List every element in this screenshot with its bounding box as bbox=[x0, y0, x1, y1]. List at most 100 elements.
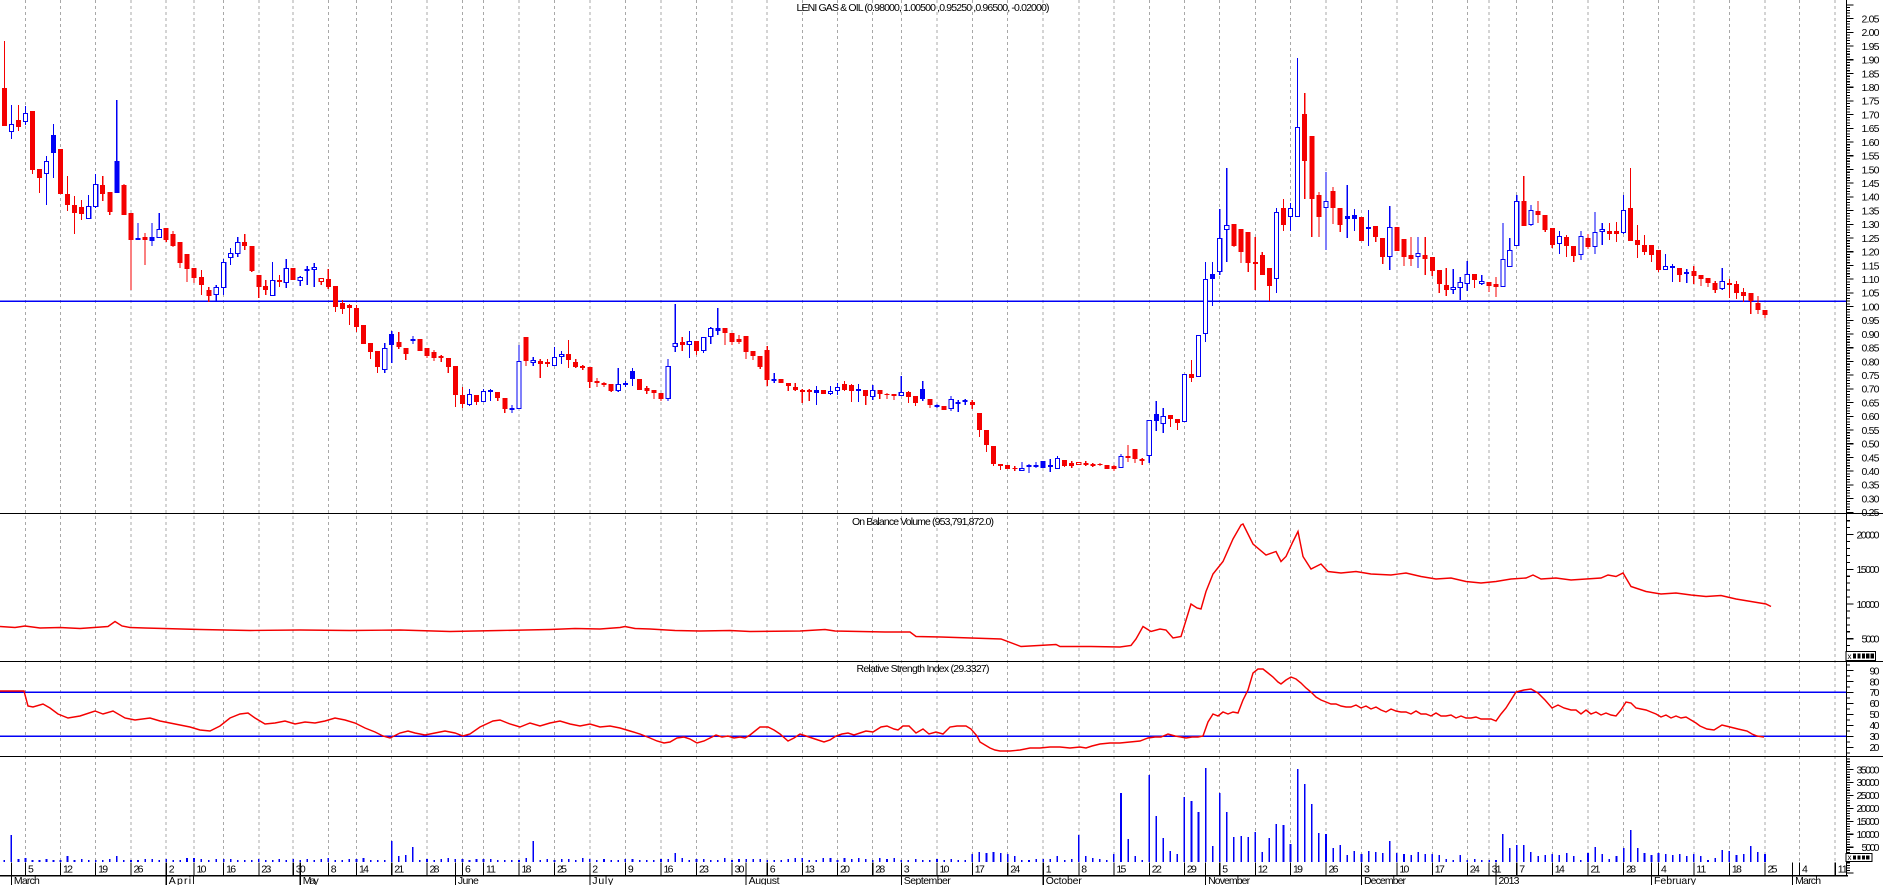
svg-text:February: February bbox=[1654, 875, 1697, 885]
svg-text:10: 10 bbox=[197, 864, 207, 876]
svg-text:20: 20 bbox=[840, 864, 850, 876]
svg-text:30: 30 bbox=[296, 864, 306, 876]
svg-text:1.35: 1.35 bbox=[1862, 205, 1880, 217]
svg-text:1.65: 1.65 bbox=[1862, 123, 1880, 135]
svg-text:90: 90 bbox=[1870, 665, 1880, 677]
svg-text:23: 23 bbox=[699, 864, 709, 876]
svg-text:25: 25 bbox=[1768, 864, 1778, 876]
svg-text:19: 19 bbox=[98, 864, 108, 876]
svg-text:0.70: 0.70 bbox=[1862, 384, 1880, 396]
svg-text:August: August bbox=[749, 875, 780, 885]
svg-text:1.40: 1.40 bbox=[1862, 192, 1880, 204]
svg-text:28: 28 bbox=[1626, 864, 1636, 876]
svg-text:40: 40 bbox=[1870, 720, 1880, 732]
svg-text:80: 80 bbox=[1870, 676, 1880, 688]
svg-text:22: 22 bbox=[1152, 864, 1162, 876]
svg-text:18: 18 bbox=[1732, 864, 1742, 876]
svg-text:0.40: 0.40 bbox=[1862, 466, 1880, 478]
svg-text:2.05: 2.05 bbox=[1862, 13, 1880, 25]
svg-text:11: 11 bbox=[1696, 864, 1706, 876]
svg-text:4: 4 bbox=[1661, 864, 1667, 876]
svg-text:1.70: 1.70 bbox=[1862, 109, 1880, 121]
svg-text:1.90: 1.90 bbox=[1862, 55, 1880, 67]
svg-text:0.65: 0.65 bbox=[1862, 397, 1880, 409]
svg-text:18: 18 bbox=[522, 864, 532, 876]
svg-text:April: April bbox=[169, 875, 195, 885]
svg-text:10000: 10000 bbox=[1857, 599, 1880, 611]
svg-text:10000: 10000 bbox=[1857, 829, 1880, 841]
svg-text:On Balance Volume (953,791,872: On Balance Volume (953,791,872.0) bbox=[852, 516, 994, 528]
svg-text:October: October bbox=[1046, 875, 1083, 885]
svg-text:0.85: 0.85 bbox=[1862, 343, 1880, 355]
svg-text:20: 20 bbox=[1870, 742, 1880, 754]
svg-text:0.75: 0.75 bbox=[1862, 370, 1880, 382]
svg-text:23: 23 bbox=[261, 864, 271, 876]
svg-text:15000: 15000 bbox=[1857, 816, 1880, 828]
svg-text:1: 1 bbox=[1046, 864, 1052, 876]
svg-text:13: 13 bbox=[805, 864, 815, 876]
svg-text:11: 11 bbox=[1838, 864, 1848, 876]
svg-text:0.95: 0.95 bbox=[1862, 315, 1880, 327]
svg-text:20000: 20000 bbox=[1857, 803, 1880, 815]
svg-text:1.75: 1.75 bbox=[1862, 96, 1880, 108]
svg-text:0.35: 0.35 bbox=[1862, 480, 1880, 492]
svg-text:March: March bbox=[14, 875, 40, 885]
svg-text:10: 10 bbox=[940, 864, 950, 876]
svg-text:1.05: 1.05 bbox=[1862, 288, 1880, 300]
svg-text:1.15: 1.15 bbox=[1862, 260, 1880, 272]
svg-text:1.95: 1.95 bbox=[1862, 41, 1880, 53]
svg-text:12: 12 bbox=[63, 864, 73, 876]
svg-text:25000: 25000 bbox=[1857, 790, 1880, 802]
svg-text:11: 11 bbox=[486, 864, 496, 876]
svg-text:December: December bbox=[1364, 875, 1407, 885]
svg-text:0.60: 0.60 bbox=[1862, 411, 1880, 423]
svg-text:70: 70 bbox=[1870, 687, 1880, 699]
svg-text:15: 15 bbox=[1116, 864, 1126, 876]
svg-text:2.00: 2.00 bbox=[1862, 27, 1880, 39]
svg-text:20000: 20000 bbox=[1857, 529, 1880, 541]
svg-text:1.45: 1.45 bbox=[1862, 178, 1880, 190]
svg-text:0.90: 0.90 bbox=[1862, 329, 1880, 341]
svg-text:November: November bbox=[1208, 875, 1251, 885]
svg-text:5000: 5000 bbox=[1862, 842, 1880, 854]
svg-text:1.80: 1.80 bbox=[1862, 82, 1880, 94]
svg-text:8: 8 bbox=[1081, 864, 1087, 876]
svg-text:0.25: 0.25 bbox=[1862, 507, 1880, 519]
svg-text:9: 9 bbox=[628, 864, 634, 876]
svg-text:2: 2 bbox=[169, 864, 175, 876]
svg-text:May: May bbox=[303, 875, 320, 885]
svg-text:21: 21 bbox=[394, 864, 404, 876]
svg-text:50: 50 bbox=[1870, 709, 1880, 721]
svg-text:2: 2 bbox=[592, 864, 598, 876]
svg-text:7: 7 bbox=[1519, 864, 1525, 876]
svg-text:24: 24 bbox=[1470, 864, 1480, 876]
svg-text:16: 16 bbox=[226, 864, 236, 876]
svg-text:8: 8 bbox=[331, 864, 337, 876]
svg-text:28: 28 bbox=[875, 864, 885, 876]
svg-text:14: 14 bbox=[359, 864, 369, 876]
svg-text:5: 5 bbox=[28, 864, 34, 876]
svg-text:0.80: 0.80 bbox=[1862, 356, 1880, 368]
svg-text:17: 17 bbox=[975, 864, 985, 876]
svg-text:1.50: 1.50 bbox=[1862, 164, 1880, 176]
svg-text:1.55: 1.55 bbox=[1862, 151, 1880, 163]
svg-text:24: 24 bbox=[1010, 864, 1020, 876]
svg-text:6: 6 bbox=[770, 864, 776, 876]
svg-text:x: x bbox=[1848, 853, 1852, 862]
svg-text:31: 31 bbox=[1492, 864, 1502, 876]
svg-text:4: 4 bbox=[1802, 864, 1808, 876]
svg-text:1.85: 1.85 bbox=[1862, 68, 1880, 80]
svg-text:5000: 5000 bbox=[1862, 634, 1880, 646]
svg-text:60: 60 bbox=[1870, 698, 1880, 710]
svg-text:21: 21 bbox=[1591, 864, 1601, 876]
svg-text:0.30: 0.30 bbox=[1862, 493, 1880, 505]
svg-text:35000: 35000 bbox=[1857, 764, 1880, 776]
svg-text:March: March bbox=[1795, 875, 1821, 885]
svg-text:30000: 30000 bbox=[1857, 777, 1880, 789]
svg-text:12: 12 bbox=[1258, 864, 1268, 876]
svg-text:September: September bbox=[904, 875, 952, 885]
svg-text:July: July bbox=[592, 875, 614, 885]
svg-text:LENI GAS & OIL (0.98000, 1.005: LENI GAS & OIL (0.98000, 1.00500 ,0.9525… bbox=[797, 2, 1050, 14]
svg-text:2013: 2013 bbox=[1499, 875, 1520, 885]
svg-text:26: 26 bbox=[134, 864, 144, 876]
